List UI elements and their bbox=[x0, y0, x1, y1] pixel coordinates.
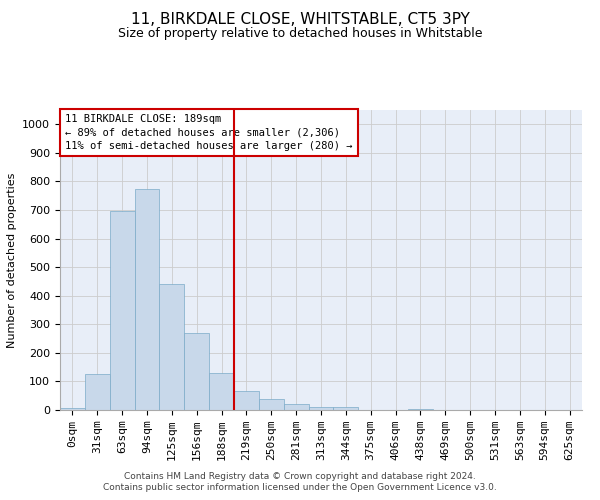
Bar bbox=[408, 408, 433, 410]
Bar bbox=[85, 374, 110, 410]
Bar bbox=[184, 333, 209, 410]
Bar bbox=[160, 284, 184, 410]
Text: 11 BIRKDALE CLOSE: 189sqm
← 89% of detached houses are smaller (2,306)
11% of se: 11 BIRKDALE CLOSE: 189sqm ← 89% of detac… bbox=[65, 114, 353, 151]
Text: Contains HM Land Registry data © Crown copyright and database right 2024.
Contai: Contains HM Land Registry data © Crown c… bbox=[103, 472, 497, 492]
Y-axis label: Number of detached properties: Number of detached properties bbox=[7, 172, 17, 348]
Bar bbox=[60, 408, 85, 410]
Bar bbox=[334, 407, 358, 410]
Text: 11, BIRKDALE CLOSE, WHITSTABLE, CT5 3PY: 11, BIRKDALE CLOSE, WHITSTABLE, CT5 3PY bbox=[131, 12, 469, 28]
Bar bbox=[134, 188, 160, 410]
Bar bbox=[284, 404, 308, 410]
Bar bbox=[110, 210, 134, 410]
Text: Size of property relative to detached houses in Whitstable: Size of property relative to detached ho… bbox=[118, 28, 482, 40]
Bar bbox=[234, 390, 259, 410]
Bar bbox=[259, 399, 284, 410]
Bar bbox=[209, 373, 234, 410]
Bar bbox=[308, 406, 334, 410]
